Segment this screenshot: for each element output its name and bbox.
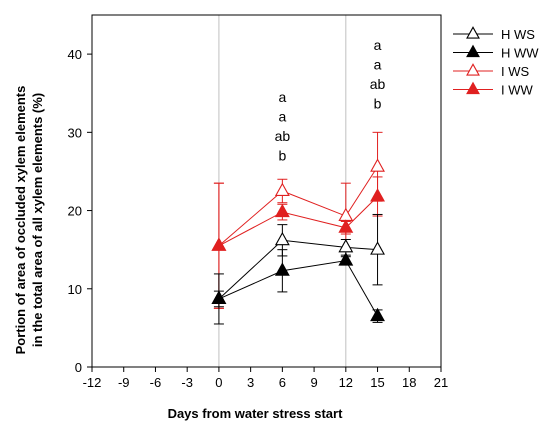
series-layer (211, 131, 385, 325)
data-point (211, 237, 227, 251)
data-point (274, 231, 290, 246)
legend-marker (466, 44, 480, 58)
x-tick-label: 9 (310, 375, 317, 390)
y-axis-title: Portion of area of occluded xylem elemen… (13, 86, 45, 355)
y-tick-label: 0 (75, 360, 82, 375)
significance-label: ab (275, 128, 291, 144)
x-tick-label: 3 (247, 375, 254, 390)
data-point (211, 290, 227, 304)
legend-label: H WW (501, 46, 539, 61)
data-point (370, 241, 385, 255)
series-line (218, 196, 378, 247)
significance-label: b (374, 96, 382, 112)
x-tick-label: 6 (279, 375, 286, 390)
series-line (218, 260, 378, 317)
significance-label: ab (370, 76, 386, 92)
legend-label: I WS (501, 64, 529, 79)
y-tick-label: 30 (68, 125, 82, 140)
x-axis-title: Days from water stress start (168, 406, 344, 421)
x-tick-label: 15 (370, 375, 384, 390)
significance-label: a (374, 37, 382, 53)
x-tick-label: -12 (83, 375, 102, 390)
y-tick-label: 20 (68, 204, 82, 219)
y-tick-label: 10 (68, 282, 82, 297)
series-line (218, 166, 378, 247)
x-tick-label: 21 (434, 375, 448, 390)
x-tick-label: 0 (215, 375, 222, 390)
data-point (370, 188, 385, 202)
legend-marker (466, 63, 480, 76)
legend-label: H WS (501, 27, 535, 42)
x-tick-label: -9 (118, 375, 130, 390)
y-axis-title-line-1: Portion of area of occluded xylem elemen… (13, 86, 28, 355)
y-axis-title-line-2: in the total area of all xylem elements … (30, 93, 45, 347)
legend-marker (466, 81, 480, 95)
series-line (218, 239, 378, 300)
data-point (370, 158, 385, 172)
data-point (338, 238, 354, 253)
legend: H WS H WW I WS I WW (453, 26, 539, 98)
legend-label: I WW (501, 83, 533, 98)
significance-label: a (278, 89, 286, 105)
plot-frame (91, 14, 442, 368)
legend-marker (466, 26, 480, 39)
x-tick-label: -3 (181, 375, 193, 390)
data-point (370, 307, 385, 322)
significance-label: b (278, 148, 286, 164)
series-h-ww (211, 249, 385, 323)
data-point (274, 262, 290, 276)
significance-label: a (374, 57, 382, 73)
axes-layer: -12 -9 -6 -3 0 3 6 9 12 15 18 21 0 10 20 30 40 (68, 14, 448, 390)
x-tick-label: 18 (402, 375, 416, 390)
data-point (338, 219, 354, 233)
x-tick-label: -6 (150, 375, 162, 390)
data-point (274, 203, 290, 218)
data-point (274, 182, 290, 196)
series-h-ws (211, 213, 385, 325)
x-tick-label: 12 (339, 375, 353, 390)
data-point (338, 252, 354, 266)
y-tick-label: 40 (68, 47, 82, 62)
significance-label: a (278, 109, 286, 125)
